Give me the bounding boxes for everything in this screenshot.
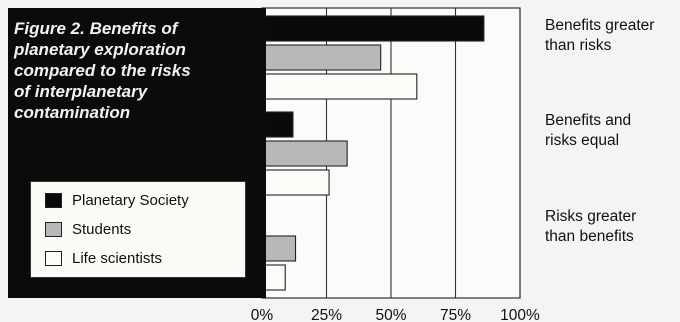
legend: Planetary Society Students Life scientis… [30,181,246,278]
x-tick-label: 25% [311,307,342,322]
legend-label: Life scientists [72,249,163,267]
legend-swatch-planetary-society [45,192,62,208]
category-label-equal: Benefits and risks equal [545,111,680,151]
x-tick-label: 75% [440,307,471,322]
category-label-risks-greater: Risks greater than benefits [545,207,680,247]
legend-swatch-students [45,221,62,237]
bar-life-scientists-0 [261,73,418,100]
legend-label: Students [72,220,132,238]
legend-item-students: Students [45,219,131,239]
legend-item-life-scientists: Life scientists [45,248,162,268]
legend-item-planetary-society: Planetary Society [45,190,189,210]
bar-students-1 [261,140,348,167]
bar-planetary-society-1 [261,111,294,138]
x-tick-label: 100% [500,307,540,322]
chart-title-line: planetary exploration [14,40,186,59]
category-label-benefits-greater: Benefits greater than risks [545,16,680,56]
category-label-line: Benefits and [545,112,632,129]
legend-label: Planetary Society [72,191,189,209]
category-label-line: than benefits [545,228,634,245]
category-label-line: risks equal [545,132,620,149]
legend-swatch-life-scientists [45,250,62,266]
bar-students-0 [261,44,382,71]
category-label-line: than risks [545,37,612,54]
x-tick-label: 0% [251,307,274,322]
bar-life-scientists-1 [261,169,330,196]
x-tick-labels: 0% 25% 50% 75% 100% [251,307,540,322]
bar-students-2 [261,235,297,262]
bar-planetary-society-0 [261,15,485,42]
category-label-line: Risks greater [545,208,637,225]
chart-title-line: Figure 2. Benefits of [14,19,178,38]
chart-title-line: compared to the risks [14,61,191,80]
x-tick-label: 50% [375,307,406,322]
category-label-line: Benefits greater [545,17,655,34]
chart-title-line: of interplanetary [14,82,148,101]
chart-title: Figure 2. Benefits of planetary explorat… [14,18,262,123]
chart-title-line: contamination [14,103,131,122]
